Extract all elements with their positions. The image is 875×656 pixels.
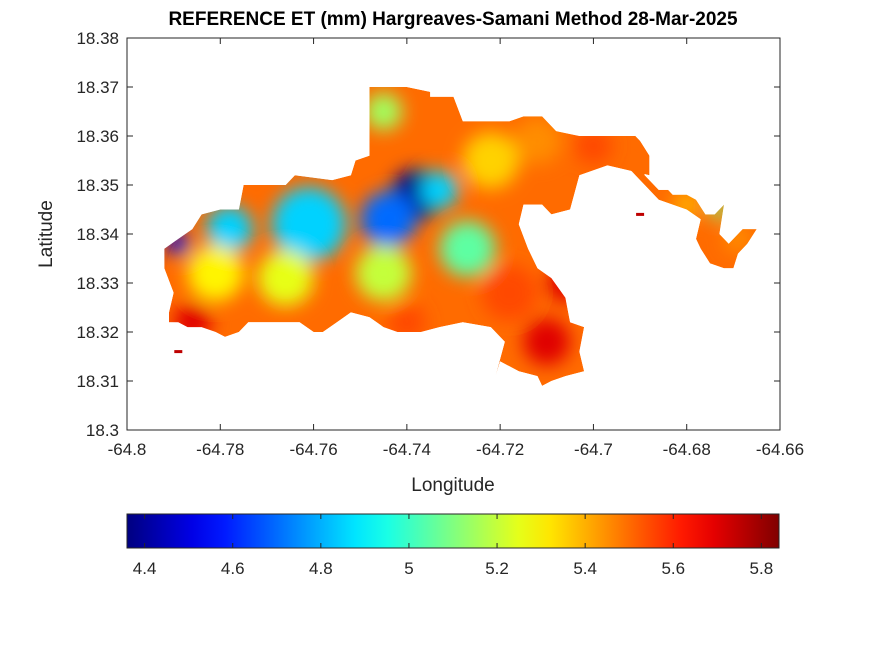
x-tick-label: -64.7 <box>574 440 613 459</box>
x-tick-label: -64.8 <box>108 440 147 459</box>
plot-area: -64.8 -64.78 -64.76 -64.74 -64.72 -64.7 -64.68… <box>76 29 804 459</box>
x-tick-label: -64.72 <box>476 440 524 459</box>
x-tick-label: -64.66 <box>756 440 804 459</box>
et-field <box>164 87 757 386</box>
et-value-cell <box>360 191 417 248</box>
colorbar-tick-label: 5.4 <box>573 559 597 578</box>
y-tick-label: 18.33 <box>76 274 119 293</box>
y-axis-ticks: 18.3 18.31 18.32 18.33 18.34 18.35 18.36 18.37 1… <box>76 29 780 440</box>
et-value-cell <box>206 205 253 253</box>
x-tick-label: -64.78 <box>196 440 244 459</box>
et-value-cell <box>388 303 426 341</box>
et-value-cell <box>364 92 403 131</box>
et-value-cell <box>574 127 613 165</box>
x-tick-label: -64.74 <box>383 440 431 459</box>
et-value-cell <box>439 220 496 277</box>
colorbar: 4.4 4.6 4.8 5 5.2 5.4 5.6 5.8 <box>126 513 780 578</box>
et-value-cell <box>257 250 314 307</box>
y-tick-label: 18.35 <box>76 176 119 195</box>
x-tick-label: -64.76 <box>289 440 337 459</box>
et-value-cell <box>514 117 561 165</box>
et-value-cell <box>271 186 347 262</box>
colorbar-tick-label: 4.4 <box>133 559 157 578</box>
x-axis-label: Longitude <box>411 475 494 496</box>
et-contours <box>166 92 752 366</box>
y-tick-label: 18.38 <box>76 29 119 48</box>
x-axis-ticks: -64.8 -64.78 -64.76 -64.74 -64.72 -64.7 -64.68… <box>108 38 804 459</box>
y-tick-label: 18.34 <box>76 225 119 244</box>
et-value-cell <box>523 318 571 366</box>
et-value-cell <box>462 132 519 189</box>
colorbar-tick-label: 4.6 <box>221 559 245 578</box>
colorbar-tick-label: 4.8 <box>309 559 333 578</box>
islet <box>636 212 645 216</box>
y-axis-label: Latitude <box>36 200 57 268</box>
et-heatmap <box>164 87 757 386</box>
colorbar-tick-label: 5 <box>404 559 413 578</box>
y-tick-label: 18.3 <box>86 421 119 440</box>
y-tick-label: 18.36 <box>76 127 119 146</box>
et-value-cell <box>481 264 538 321</box>
colorbar-ticks: 4.4 4.6 4.8 5 5.2 5.4 5.6 5.8 <box>133 514 773 578</box>
colorbar-tick-label: 5.8 <box>750 559 774 578</box>
y-tick-label: 18.32 <box>76 323 119 342</box>
et-value-cell <box>187 245 244 302</box>
colorbar-tick-label: 5.6 <box>661 559 685 578</box>
colorbar-gradient <box>126 513 780 549</box>
y-tick-label: 18.37 <box>76 78 119 97</box>
et-value-cell <box>420 171 459 209</box>
et-value-cell <box>355 245 412 302</box>
y-tick-label: 18.31 <box>76 372 119 391</box>
colorbar-tick-label: 5.2 <box>485 559 509 578</box>
chart-title: REFERENCE ET (mm) Hargreaves-Samani Meth… <box>168 9 738 30</box>
x-tick-label: -64.68 <box>663 440 711 459</box>
islet <box>174 350 183 354</box>
